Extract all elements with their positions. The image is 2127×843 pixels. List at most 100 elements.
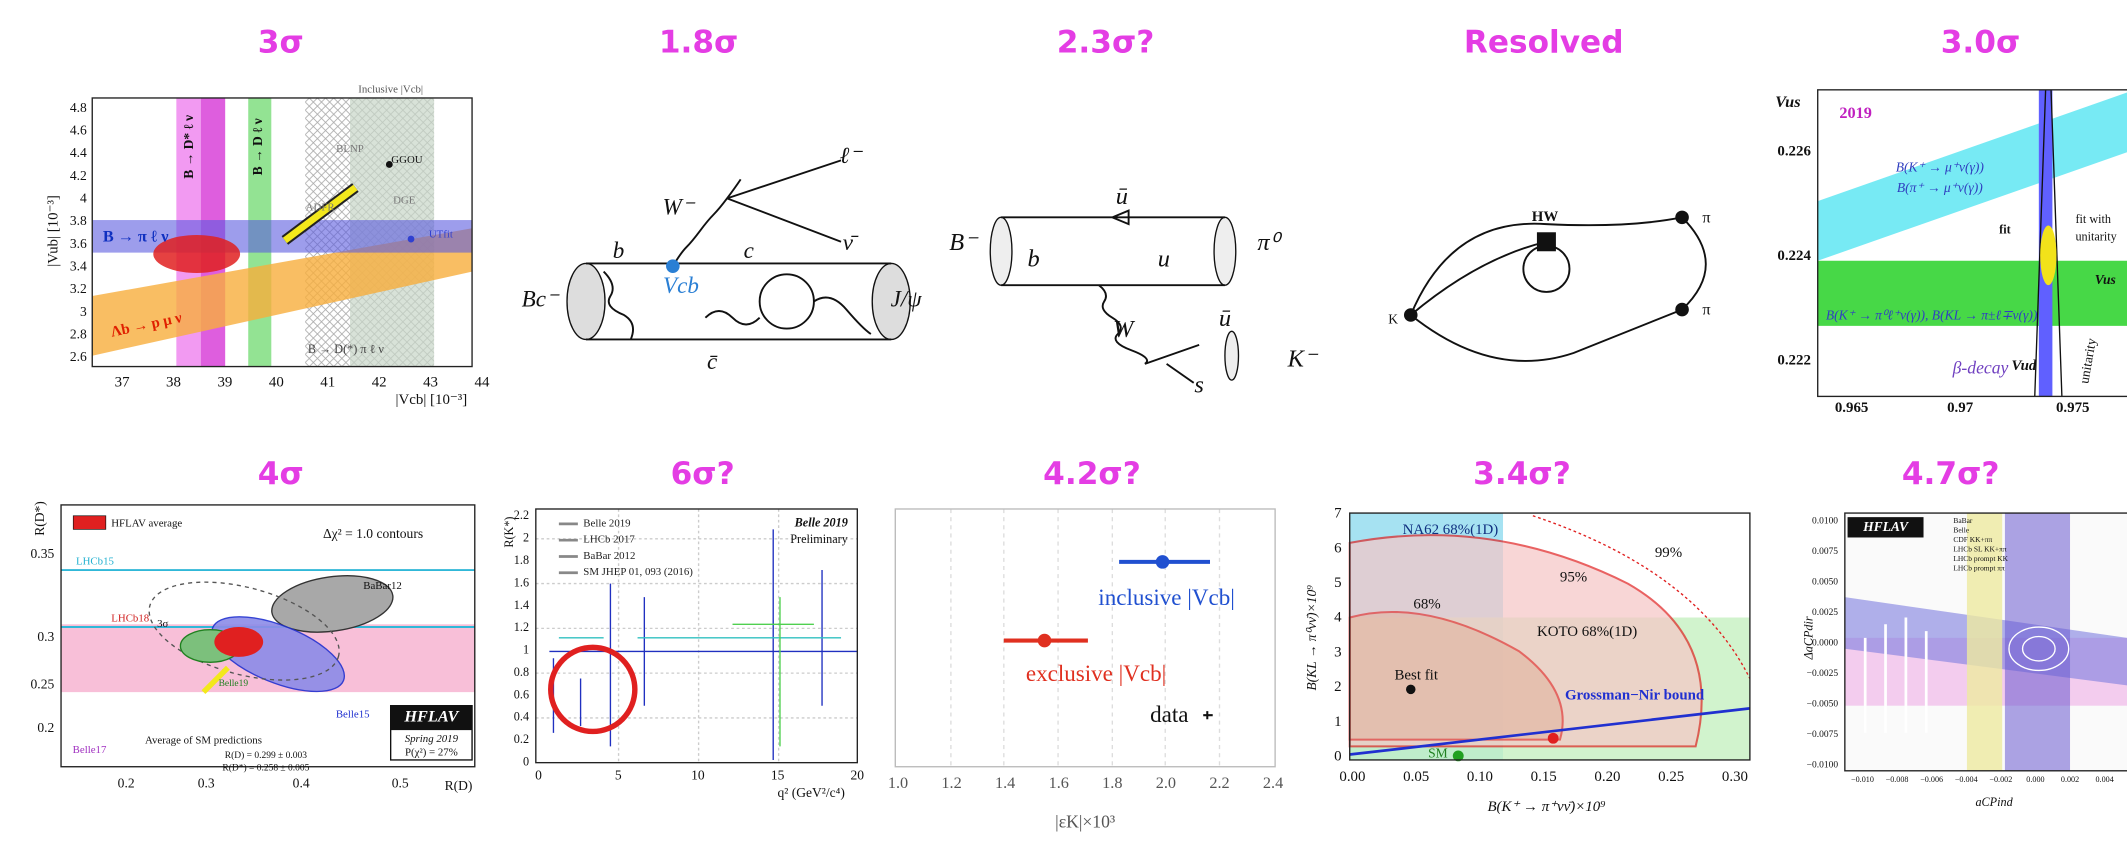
label: Belle 2019 [794, 516, 848, 530]
y-tick-label: 0.8 [514, 665, 529, 679]
y-tick-label: 3 [80, 304, 87, 319]
y-tick-label: 1.8 [514, 553, 529, 567]
label: Bc⁻ [522, 286, 560, 312]
vertex [1404, 308, 1418, 322]
label: B → π ℓ ν [103, 227, 169, 245]
x-tick-label: 0.30 [1722, 769, 1748, 785]
label: ADFR [306, 201, 336, 213]
label: SM [1428, 746, 1448, 761]
y-tick-label: 3 [1334, 644, 1341, 660]
x-tick-label: 0.000 [2026, 775, 2044, 784]
label: u [1158, 245, 1170, 272]
label: Grossman−Nir bound [1565, 688, 1705, 704]
x-tick-label: 0.4 [293, 775, 310, 790]
y-label: R(K*) [502, 516, 516, 547]
diagram [1404, 211, 1706, 361]
heading: 2.3σ? [1057, 25, 1155, 61]
y-tick-label: 0 [523, 754, 529, 768]
label: Best fit [1394, 667, 1438, 683]
y-tick-label: 0.4 [514, 710, 529, 724]
label: LHCb prompt KK [1953, 554, 2008, 563]
x-tick-label: 1.0 [888, 774, 908, 792]
x-tick-label: 42 [372, 374, 387, 390]
label: c [744, 237, 754, 263]
label: B⁻ [949, 229, 979, 256]
label: 99% [1655, 545, 1682, 561]
label: HW [1532, 209, 1559, 225]
label: B → D* ℓ ν [181, 115, 196, 179]
label: ν̄ [843, 229, 859, 255]
x-tick-label: 37 [115, 374, 130, 390]
label: inclusive |Vcb| [1098, 584, 1235, 610]
y-label: R(D*) [32, 501, 48, 536]
label: Vud [2011, 358, 2036, 374]
x-tick-label: 0.00 [1339, 769, 1365, 785]
loop [1523, 246, 1569, 292]
label: unitarity [2075, 229, 2117, 243]
label: 3σ [157, 618, 168, 630]
y-tick-label: 0.0050 [1812, 577, 1838, 587]
label: DGE [393, 195, 416, 207]
y-tick-label: 0.226 [1777, 144, 1811, 160]
label: fit [1999, 223, 2011, 237]
label: Δχ² = 1.0 contours [323, 526, 423, 541]
x-tick-label: 0.975 [2056, 400, 2090, 416]
label: HFLAV [1862, 519, 1909, 534]
y-tick-label: 2 [523, 531, 529, 545]
y-label: B(KL → π⁰νν̄)×10⁹ [1304, 585, 1320, 691]
y-tick-label: 0.35 [31, 546, 55, 561]
fit [2040, 225, 2056, 285]
y-tick-label: 1 [1334, 714, 1341, 730]
x-tick-label: 44 [475, 374, 490, 390]
y-tick-label: 4.4 [70, 145, 87, 160]
x-label: |Vcb| [10⁻³] [396, 392, 468, 408]
x-tick-label: 0.5 [392, 775, 409, 790]
label: fit with [2075, 212, 2111, 226]
label: GGOU [391, 154, 422, 166]
label: R(D) = 0.299 ± 0.003 [225, 750, 307, 761]
point [1156, 555, 1170, 569]
x-tick-label: 5 [615, 767, 622, 782]
y-tick-label: 0.0000 [1812, 638, 1838, 648]
y-tick-label: 0.25 [31, 676, 55, 691]
y-tick-label: −0.0100 [1807, 761, 1839, 771]
tube-end [1225, 331, 1239, 380]
frame [536, 509, 857, 763]
x-tick-label: 2.2 [1209, 774, 1229, 792]
x-tick-label: 1.8 [1102, 774, 1122, 792]
x-tick-label: 0.20 [1594, 769, 1620, 785]
label: B(K⁺ → π⁰ℓ⁺ν(γ)), B(KL → π±ℓ∓ν(γ)) [1826, 307, 2038, 323]
label: KOTO 68%(1D) [1537, 624, 1637, 640]
label: BaBar [1953, 516, 1973, 525]
label: exclusive |Vcb| [1026, 660, 1166, 686]
x-tick-label: 0.002 [2061, 775, 2079, 784]
label: ū [1219, 305, 1231, 332]
label: β-decay [1952, 357, 2009, 377]
point [1548, 733, 1559, 744]
y-tick-label: 2.6 [70, 349, 87, 364]
frame [895, 509, 1275, 767]
y-tick-label: 1 [523, 643, 529, 657]
legend-label: BaBar 2012 [583, 550, 635, 562]
y-tick-label: 1.4 [514, 598, 529, 612]
y-tick-label: 4.8 [70, 100, 87, 115]
label: HFLAV [403, 708, 459, 726]
y-tick-label: −0.0075 [1807, 730, 1839, 740]
label: s [1194, 372, 1204, 399]
label: unitarity [2076, 337, 2099, 385]
highlight [551, 647, 635, 731]
heading: 3σ [258, 25, 304, 61]
label: NA62 68%(1D) [1403, 522, 1499, 538]
x-tick-label: 0.965 [1835, 400, 1869, 416]
y-tick-label: 4.2 [70, 168, 87, 183]
y-tick-label: 0.0025 [1812, 608, 1838, 618]
inset-title: Inclusive |Vcb| [358, 83, 423, 95]
y-label: |Vub| [10⁻³] [46, 195, 62, 267]
label: ū [1116, 183, 1128, 210]
x-label: |εK|×10³ [1055, 812, 1115, 832]
tube-end [1214, 217, 1236, 285]
point [1406, 685, 1415, 694]
label: LHCb prompt ππ [1953, 563, 2005, 572]
label: Vcb [663, 272, 699, 298]
x-tick-label: 38 [166, 374, 181, 390]
